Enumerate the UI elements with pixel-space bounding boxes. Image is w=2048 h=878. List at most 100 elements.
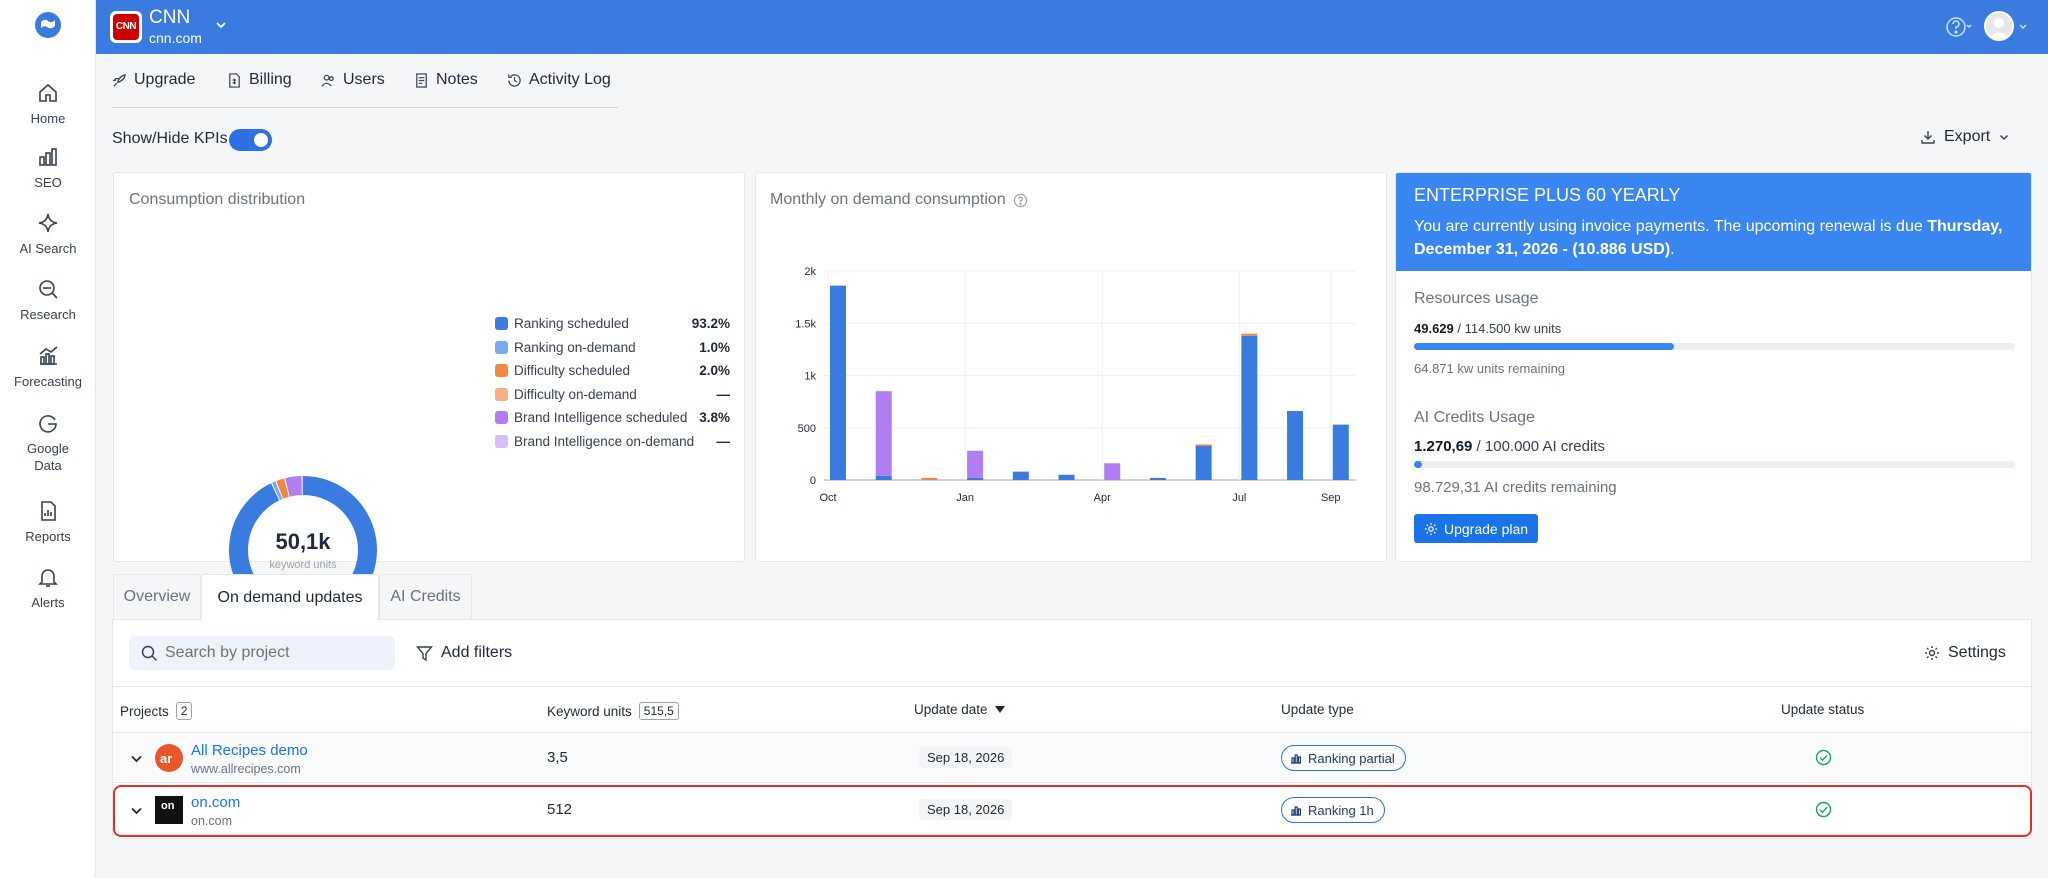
- app-logo-icon[interactable]: [33, 10, 63, 40]
- legend-item[interactable]: Ranking scheduled 93.2%: [495, 314, 730, 334]
- nav-ai-search[interactable]: AI Search: [0, 212, 96, 257]
- subnav-activity-log[interactable]: Activity Log: [507, 71, 611, 89]
- subnav-users-label: Users: [343, 71, 385, 88]
- add-filters-label: Add filters: [441, 644, 513, 661]
- subnav-notes-label: Notes: [436, 71, 478, 88]
- donut-slice[interactable]: [276, 478, 290, 499]
- home-icon: [39, 83, 57, 102]
- update-type-label: Ranking 1h: [1308, 802, 1374, 818]
- legend-swatch: [495, 340, 508, 354]
- project-name-link[interactable]: on.com: [191, 794, 241, 811]
- consumption-card: Consumption distribution 50,1k keyword u…: [113, 172, 745, 624]
- table-row[interactable]: on on.com on.com 512 Sep 18, 2026 Rankin…: [113, 785, 2031, 835]
- nav-home-label: Home: [30, 111, 66, 126]
- bar-segment[interactable]: [875, 391, 892, 476]
- upgrade-plan-button[interactable]: Upgrade plan: [1414, 514, 1539, 543]
- legend-item[interactable]: Difficulty scheduled 2.0%: [495, 361, 730, 381]
- table-settings-button[interactable]: Settings: [1924, 644, 2006, 662]
- subnav-billing[interactable]: Billing: [227, 71, 292, 89]
- google-g-icon: [39, 415, 57, 433]
- bar-segment[interactable]: [921, 477, 938, 480]
- forecast-chart-icon: [39, 346, 58, 365]
- chevron-down-icon[interactable]: [2018, 22, 2028, 32]
- subnav-upgrade-label: Upgrade: [134, 71, 196, 88]
- bar-segment[interactable]: [1241, 333, 1258, 336]
- y-tick-label: 500: [798, 423, 816, 435]
- project-name-link[interactable]: All Recipes demo: [191, 742, 308, 759]
- tab-on-demand-updates[interactable]: On demand updates: [201, 574, 379, 620]
- y-tick-label: 1k: [804, 371, 816, 383]
- legend-label: Difficulty scheduled: [514, 363, 631, 378]
- bar-segment[interactable]: [1241, 335, 1258, 480]
- help-icon[interactable]: [1945, 15, 1973, 39]
- monthly-title-wrap: Monthly on demand consumption: [770, 191, 1028, 209]
- bar-segment[interactable]: [875, 475, 892, 480]
- bar-chart-icon: [1291, 806, 1301, 816]
- header-projects[interactable]: Projects 2: [120, 702, 193, 720]
- donut-slice[interactable]: [285, 476, 303, 497]
- tab-ai-credits[interactable]: AI Credits: [379, 574, 472, 619]
- header-keyword-units[interactable]: Keyword units 515,5: [547, 702, 679, 720]
- upgrade-plan-label: Upgrade plan: [1444, 520, 1529, 537]
- ai-credits-title: AI Credits Usage: [1414, 409, 1535, 426]
- nav-alerts[interactable]: Alerts: [0, 566, 96, 611]
- chevron-down-icon[interactable]: [130, 752, 143, 765]
- bar-segment[interactable]: [1195, 445, 1212, 480]
- nav-research[interactable]: Research: [0, 278, 96, 323]
- y-tick-label: 2k: [804, 266, 816, 278]
- keyword-units-value: 512: [547, 801, 573, 818]
- legend-item[interactable]: Difficulty on-demand —: [495, 385, 730, 405]
- header-update-date[interactable]: Update date: [914, 702, 1005, 717]
- table-row[interactable]: ar All Recipes demo www.allrecipes.com 3…: [113, 733, 2031, 783]
- on-logo-icon: on: [155, 796, 183, 824]
- legend-item[interactable]: Ranking on-demand 1.0%: [495, 338, 730, 358]
- bar-segment[interactable]: [967, 477, 984, 480]
- legend-swatch: [495, 387, 508, 401]
- avatar[interactable]: [1984, 11, 2014, 41]
- projects-count-badge: 2: [175, 702, 193, 720]
- kpi-toggle-label: Show/Hide KPIs: [112, 130, 228, 147]
- nav-home[interactable]: Home: [0, 82, 96, 127]
- nav-google-data-label-1: Google: [27, 441, 69, 456]
- on-logo-text: on: [161, 800, 175, 812]
- gear-icon: [1424, 522, 1438, 535]
- report-icon: [41, 501, 56, 521]
- header-update-status[interactable]: Update status: [1781, 702, 1864, 717]
- bar-segment[interactable]: [1332, 424, 1349, 480]
- chevron-down-icon[interactable]: [130, 804, 143, 817]
- sparkle-icon: [38, 213, 58, 233]
- brand-name[interactable]: CNN: [149, 7, 191, 28]
- search-input[interactable]: [165, 644, 385, 662]
- subnav-users[interactable]: Users: [321, 71, 385, 89]
- bar-segment[interactable]: [1058, 474, 1075, 480]
- nav-forecasting[interactable]: Forecasting: [0, 345, 96, 390]
- x-tick-label: Jul: [1232, 492, 1246, 504]
- nav-google-data[interactable]: Google Data: [0, 412, 96, 474]
- legend-percent: —: [716, 386, 731, 402]
- info-icon[interactable]: [1013, 193, 1028, 208]
- legend-item[interactable]: Brand Intelligence on-demand —: [495, 432, 730, 452]
- subnav-notes[interactable]: Notes: [414, 71, 478, 89]
- ai-credits-progress-track: [1414, 461, 2015, 468]
- subnav-upgrade[interactable]: Upgrade: [112, 71, 195, 89]
- donut-slice[interactable]: [272, 481, 283, 501]
- tab-overview[interactable]: Overview: [113, 574, 201, 619]
- bar-segment[interactable]: [1287, 411, 1304, 480]
- kpi-toggle[interactable]: [229, 129, 272, 151]
- nav-reports[interactable]: Reports: [0, 500, 96, 545]
- legend-item[interactable]: Brand Intelligence scheduled 3.8%: [495, 408, 730, 428]
- chevron-down-icon[interactable]: [214, 18, 228, 32]
- bar-segment[interactable]: [1012, 471, 1029, 480]
- brand-badge[interactable]: CNN: [110, 11, 142, 43]
- nav-seo[interactable]: SEO: [0, 146, 96, 191]
- table-settings-label: Settings: [1948, 644, 2006, 661]
- bar-segment[interactable]: [967, 450, 984, 478]
- bar-segment[interactable]: [1104, 463, 1121, 480]
- header-update-type[interactable]: Update type: [1281, 702, 1354, 717]
- export-button[interactable]: Export: [1920, 128, 2010, 146]
- check-circle-icon: [1815, 749, 1832, 766]
- add-filters-button[interactable]: Add filters: [416, 644, 512, 662]
- bar-segment[interactable]: [1149, 477, 1166, 480]
- bar-segment[interactable]: [1195, 444, 1212, 446]
- bar-segment[interactable]: [830, 285, 846, 480]
